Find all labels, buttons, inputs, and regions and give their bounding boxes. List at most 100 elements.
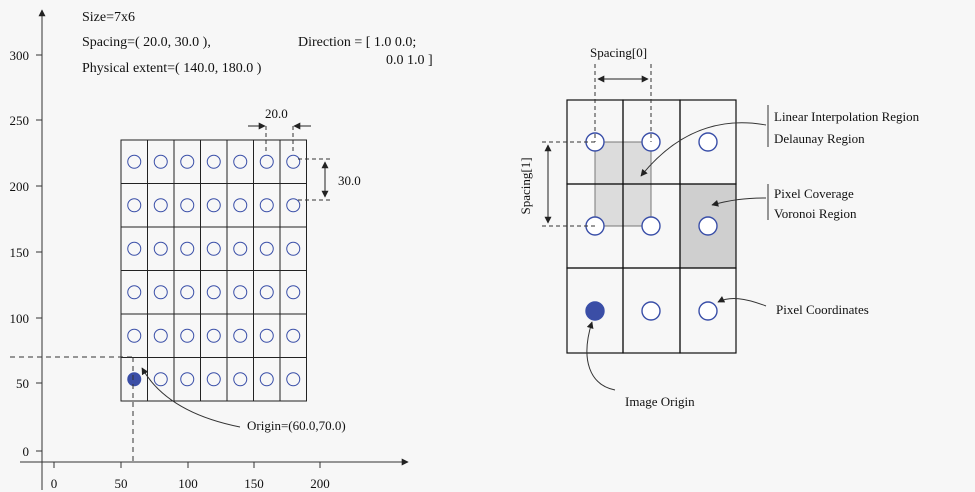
size-text: Size=7x6 [82, 10, 135, 25]
origin-label: Origin=(60.0,70.0) [247, 418, 346, 433]
direction-text-line1: Direction = [ 1.0 0.0; [298, 35, 417, 50]
pixel-center-circle [153, 154, 168, 169]
pixel-cell [120, 313, 148, 358]
pixel-center-circle [233, 154, 248, 169]
pixel-cell [226, 139, 254, 184]
pixel-center-circle [180, 372, 195, 387]
pixel-cell [173, 139, 201, 184]
spacing-text: Spacing=( 20.0, 30.0 ), [82, 35, 211, 50]
pixel-center-circle [206, 328, 221, 343]
pixel-cell [147, 357, 175, 402]
x-tick-label: 200 [310, 476, 330, 491]
delaunay-label: Delaunay Region [774, 131, 865, 146]
y-tick-label: 150 [10, 245, 30, 260]
cell-center-circle [698, 301, 718, 321]
pixel-cell [173, 226, 201, 271]
pixel-cell [147, 139, 175, 184]
pixel-center-circle [259, 372, 274, 387]
pixel-cell [200, 313, 228, 358]
pixel-cell [173, 270, 201, 315]
cell [679, 267, 737, 354]
x-tick-label: 150 [244, 476, 264, 491]
image-origin-callout-arrow [586, 321, 616, 391]
y-tick-label: 50 [16, 376, 29, 391]
pixel-center-circle [286, 198, 301, 213]
pixel-cell [200, 183, 228, 228]
spacing-x-label: 20.0 [265, 106, 288, 121]
pixel-cell [226, 183, 254, 228]
x-axis-ticks: 0 50 100 150 200 [51, 462, 330, 491]
linear-interpolation-label: Linear Interpolation Region [774, 109, 920, 124]
pixel-center-circle [259, 241, 274, 256]
pixel-center-circle [206, 154, 221, 169]
pixel-cell [226, 270, 254, 315]
delaunay-callout-arrow [640, 122, 767, 177]
cell-centers [585, 132, 718, 321]
pixel-cell [200, 139, 228, 184]
pixel-center-circle [206, 241, 221, 256]
pixel-cell [279, 139, 307, 184]
pixel-coords-callout-arrow [717, 296, 767, 307]
pixel-center-circle [233, 198, 248, 213]
pixel-cell [200, 270, 228, 315]
spacing-y-dimension [298, 158, 330, 201]
pixel-cell [279, 183, 307, 228]
pixel-center-circle [259, 285, 274, 300]
y-tick-label: 100 [10, 311, 30, 326]
spacing1-dimension [542, 141, 595, 227]
pixel-coverage-label: Pixel Coverage [774, 186, 854, 201]
pixel-cell [226, 226, 254, 271]
x-tick-label: 0 [51, 476, 58, 491]
pixel-cell [147, 183, 175, 228]
pixel-center-circle [127, 198, 142, 213]
pixel-cell [253, 313, 281, 358]
pixel-center-circle [206, 372, 221, 387]
pixel-centers [127, 154, 301, 387]
pixel-center-circle [259, 154, 274, 169]
pixel-cell [147, 313, 175, 358]
voronoi-label: Voronoi Region [774, 206, 857, 221]
pixel-center-circle [233, 372, 248, 387]
pixel-cell [200, 226, 228, 271]
direction-text-line2: 0.0 1.0 ] [386, 53, 433, 68]
pixel-center-circle [180, 328, 195, 343]
pixel-center-circle [286, 328, 301, 343]
pixel-cell [120, 226, 148, 271]
pixel-coordinates-label: Pixel Coordinates [776, 302, 869, 317]
pixel-center-circle [127, 241, 142, 256]
pixel-cell [173, 313, 201, 358]
pixel-cell [120, 139, 148, 184]
pixel-grid [120, 139, 307, 402]
pixel-center-circle [206, 285, 221, 300]
spacing-x-dimension [248, 122, 311, 152]
cell-center-circle [641, 301, 661, 321]
image-origin-label: Image Origin [625, 394, 695, 409]
pixel-center-circle [259, 198, 274, 213]
pixel-center-circle [153, 285, 168, 300]
y-tick-label: 0 [23, 444, 30, 459]
pixel-cell [279, 357, 307, 402]
origin-guides [10, 356, 134, 462]
y-tick-label: 200 [10, 179, 30, 194]
pixel-cell [147, 226, 175, 271]
spacing1-label: Spacing[1] [518, 157, 533, 214]
spacing0-label: Spacing[0] [590, 45, 648, 60]
pixel-center-circle [127, 154, 142, 169]
pixel-center-circle [286, 372, 301, 387]
pixel-cell [253, 357, 281, 402]
pixel-center-circle [233, 241, 248, 256]
y-tick-label: 250 [10, 113, 30, 128]
pixel-cell [253, 139, 281, 184]
y-axis-ticks: 0 50 100 150 200 250 300 [10, 48, 42, 459]
pixel-center-circle [233, 285, 248, 300]
pixel-cell [173, 183, 201, 228]
pixel-cell [147, 270, 175, 315]
pixel-center-circle [286, 241, 301, 256]
image-origin-point [585, 301, 605, 321]
pixel-center-circle [153, 328, 168, 343]
pixel-center-circle [180, 154, 195, 169]
cell-center-circle [641, 216, 661, 236]
pixel-cell [200, 357, 228, 402]
pixel-cell [226, 313, 254, 358]
x-tick-label: 50 [115, 476, 128, 491]
